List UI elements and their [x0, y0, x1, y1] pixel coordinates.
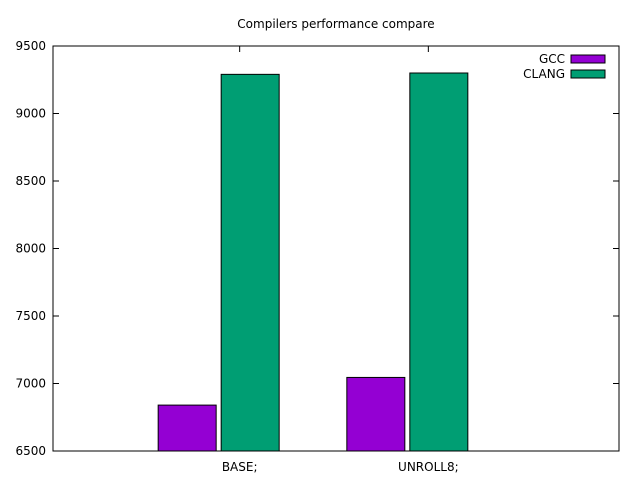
- y-tick-label: 9500: [15, 39, 46, 53]
- bar-gcc-0: [157, 404, 217, 452]
- y-tick-label: 6500: [15, 444, 46, 458]
- bars: [157, 72, 469, 452]
- x-tick-label: UNROLL8;: [398, 460, 459, 474]
- y-tick-label: 7000: [15, 377, 46, 391]
- y-axis: 6500 7000 7500 8000 8500 9000 9500: [15, 39, 619, 458]
- x-tick-label: BASE;: [222, 460, 258, 474]
- bar-clang-1: [409, 72, 469, 452]
- chart-title: Compilers performance compare: [237, 17, 434, 31]
- y-tick-label: 9000: [15, 107, 46, 121]
- legend-swatch-gcc: [570, 54, 606, 64]
- legend-label-gcc: GCC: [539, 52, 565, 66]
- bar-gcc-1: [346, 376, 406, 452]
- legend-label-clang: CLANG: [523, 67, 565, 81]
- legend-swatch-clang: [570, 69, 606, 79]
- x-axis: BASE; UNROLL8;: [222, 46, 459, 474]
- y-tick-label: 8500: [15, 174, 46, 188]
- plot-frame: [52, 45, 620, 452]
- y-tick-label: 7500: [15, 309, 46, 323]
- y-tick-label: 8000: [15, 242, 46, 256]
- bar-clang-0: [220, 73, 280, 452]
